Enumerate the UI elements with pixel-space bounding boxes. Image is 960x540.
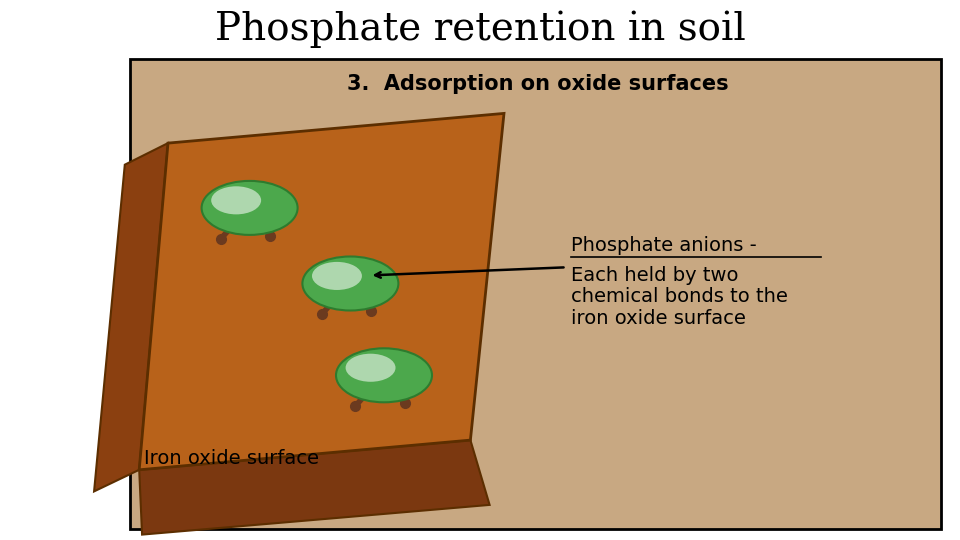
Polygon shape	[94, 143, 168, 491]
Text: 3.  Adsorption on oxide surfaces: 3. Adsorption on oxide surfaces	[347, 73, 729, 94]
Circle shape	[346, 354, 396, 382]
Circle shape	[211, 186, 261, 214]
Text: Iron oxide surface: Iron oxide surface	[144, 449, 319, 469]
Text: Phosphate retention in soil: Phosphate retention in soil	[215, 11, 745, 49]
Circle shape	[312, 262, 362, 290]
Text: iron oxide surface: iron oxide surface	[571, 309, 746, 328]
Text: chemical bonds to the: chemical bonds to the	[571, 287, 788, 307]
Circle shape	[202, 181, 298, 235]
Circle shape	[302, 256, 398, 310]
FancyBboxPatch shape	[130, 59, 941, 529]
Text: Phosphate anions -: Phosphate anions -	[571, 236, 756, 255]
Polygon shape	[139, 113, 504, 470]
Polygon shape	[139, 440, 490, 535]
Circle shape	[336, 348, 432, 402]
Text: Each held by two: Each held by two	[571, 266, 738, 285]
